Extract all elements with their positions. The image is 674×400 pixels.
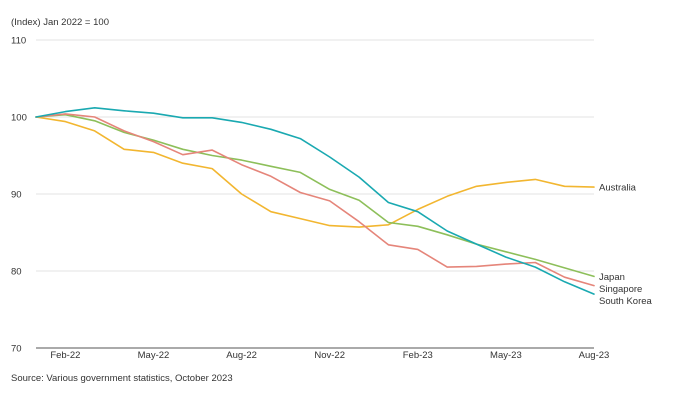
x-tick-label: May-22: [138, 350, 170, 361]
x-tick-label: Aug-23: [579, 350, 610, 361]
series-line-australia: [35, 116, 595, 228]
y-tick-label: 80: [11, 267, 22, 278]
series-line-japan: [35, 113, 595, 278]
series-line-singapore: [35, 113, 595, 287]
y-tick-label: 110: [11, 36, 26, 47]
series-label-singapore: Singapore: [599, 284, 642, 295]
x-tick-label: Aug-22: [226, 350, 257, 361]
y-tick-label: 100: [11, 113, 27, 124]
x-tick-label: Feb-23: [403, 350, 433, 361]
y-tick-label: 90: [11, 190, 22, 201]
source-note: Source: Various government statistics, O…: [11, 373, 233, 384]
gridlines: [36, 39, 594, 272]
x-tick-label: Nov-22: [314, 350, 345, 361]
series-label-australia: Australia: [599, 183, 637, 194]
axes: 70 80 90 100 110 Feb-22 May-22 Aug-22 Nov-22 Feb-…: [11, 36, 609, 362]
series-line-south-korea: [35, 107, 595, 295]
series-label-south-korea: South Korea: [599, 296, 653, 307]
y-tick-label: 70: [11, 344, 22, 355]
series-lines: [35, 107, 595, 295]
series-label-japan: Japan: [599, 272, 625, 283]
y-axis-title: (Index) Jan 2022 = 100: [11, 17, 109, 28]
x-tick-label: May-23: [490, 350, 522, 361]
x-tick-label: Feb-22: [50, 350, 80, 361]
